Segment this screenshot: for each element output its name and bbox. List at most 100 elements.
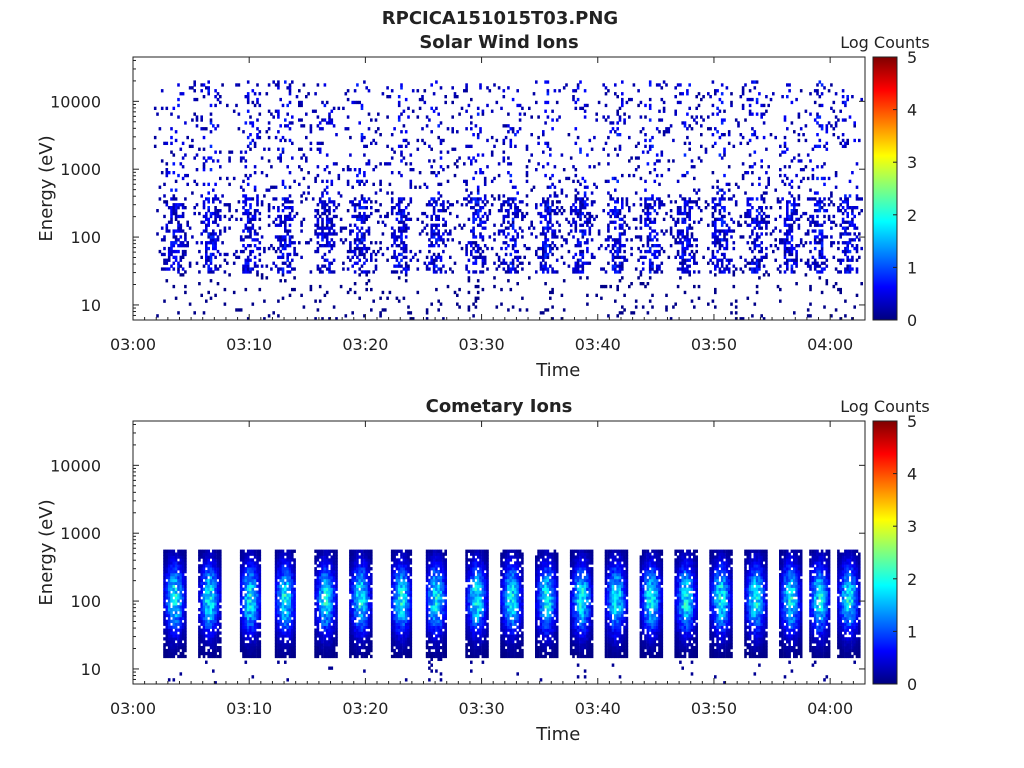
heatmap-cell	[174, 209, 178, 213]
heatmap-cell	[249, 602, 252, 606]
heatmap-cell	[660, 173, 664, 178]
heatmap-cell	[212, 643, 215, 647]
heatmap-cell	[751, 232, 754, 236]
heatmap-cell	[549, 246, 552, 251]
heatmap-cell	[207, 555, 210, 559]
heatmap-cell	[523, 214, 526, 219]
heatmap-cell	[207, 581, 210, 586]
heatmap-cell	[616, 121, 619, 125]
heatmap-cell	[430, 214, 433, 219]
heatmap-cell	[676, 229, 680, 233]
heatmap-cell	[351, 255, 354, 260]
heatmap-cell	[581, 252, 585, 257]
heatmap-cell	[244, 628, 248, 632]
heatmap-cell	[693, 238, 696, 242]
heatmap-cell	[672, 235, 675, 239]
heatmap-cell	[490, 179, 494, 184]
heatmap-cell	[174, 587, 178, 591]
heatmap-cell	[748, 97, 752, 102]
heatmap-cell	[256, 203, 259, 207]
heatmap-cell	[181, 631, 185, 635]
heatmap-cell	[741, 92, 745, 96]
heatmap-cell	[205, 261, 208, 265]
heatmap-cell	[293, 252, 296, 257]
heatmap-cell	[216, 567, 220, 571]
heatmap-cell	[249, 643, 252, 647]
heatmap-cell	[167, 654, 171, 659]
heatmap-cell	[374, 252, 378, 257]
heatmap-cell	[820, 223, 824, 227]
heatmap-cell	[277, 147, 280, 151]
heatmap-cell	[460, 203, 464, 207]
heatmap-cell	[223, 270, 227, 274]
heatmap-cell	[574, 261, 578, 265]
heatmap-cell	[574, 270, 578, 274]
heatmap-cell	[655, 232, 659, 236]
heatmap-cell	[432, 258, 436, 262]
heatmap-cell	[246, 602, 250, 606]
heatmap-cell	[542, 130, 545, 134]
heatmap-cell	[193, 112, 196, 116]
heatmap-cell	[855, 267, 859, 271]
heatmap-cell	[558, 223, 561, 227]
heatmap-cell	[788, 217, 791, 222]
heatmap-cell	[267, 83, 271, 87]
heatmap-cell	[760, 241, 763, 245]
heatmap-cell	[537, 162, 540, 166]
heatmap-cell	[755, 244, 759, 248]
heatmap-cell	[648, 276, 652, 280]
heatmap-cell	[832, 203, 836, 207]
heatmap-cell	[549, 290, 552, 295]
heatmap-cell	[788, 258, 791, 262]
heatmap-cell	[242, 549, 245, 553]
heatmap-cell	[732, 194, 736, 198]
heatmap-cell	[158, 127, 162, 131]
heatmap-cell	[825, 264, 829, 268]
heatmap-cell	[430, 147, 433, 151]
heatmap-cell	[572, 97, 575, 102]
heatmap-cell	[277, 86, 280, 90]
heatmap-cell	[730, 302, 733, 306]
heatmap-cell	[758, 276, 761, 280]
heatmap-cell	[681, 92, 684, 96]
heatmap-cell	[167, 599, 171, 603]
heatmap-cell	[323, 118, 327, 122]
heatmap-cell	[767, 182, 770, 187]
heatmap-cell	[820, 235, 824, 239]
heatmap-cell	[365, 179, 368, 184]
heatmap-cell	[839, 197, 842, 201]
heatmap-cell	[707, 203, 710, 207]
heatmap-cell	[349, 135, 352, 140]
heatmap-cell	[709, 270, 712, 274]
heatmap-cell	[481, 264, 485, 268]
heatmap-cell	[253, 144, 257, 149]
heatmap-cell	[242, 249, 245, 254]
heatmap-cell	[514, 133, 517, 137]
heatmap-cell	[841, 138, 845, 143]
heatmap-cell	[734, 317, 738, 321]
heatmap-cell	[205, 159, 208, 163]
heatmap-cell	[551, 287, 554, 292]
heatmap-cell	[632, 217, 636, 222]
heatmap-cell	[207, 596, 210, 600]
heatmap-cell	[679, 83, 682, 87]
heatmap-cell	[711, 80, 715, 84]
heatmap-cell	[786, 206, 789, 210]
heatmap-cell	[502, 89, 506, 93]
heatmap-cell	[393, 241, 396, 245]
heatmap-cell	[216, 628, 220, 632]
heatmap-cell	[323, 252, 327, 257]
heatmap-cell	[755, 238, 759, 242]
heatmap-cell	[511, 235, 515, 239]
heatmap-cell	[256, 194, 259, 198]
heatmap-cell	[544, 141, 547, 146]
heatmap-cell	[205, 590, 208, 594]
heatmap-cell	[442, 138, 445, 143]
heatmap-cell	[390, 89, 394, 93]
heatmap-cell	[542, 255, 545, 260]
heatmap-cell	[165, 581, 169, 586]
heatmap-cell	[783, 270, 787, 274]
heatmap-cell	[214, 211, 217, 216]
heatmap-cell	[446, 232, 450, 236]
heatmap-cell	[223, 203, 227, 207]
